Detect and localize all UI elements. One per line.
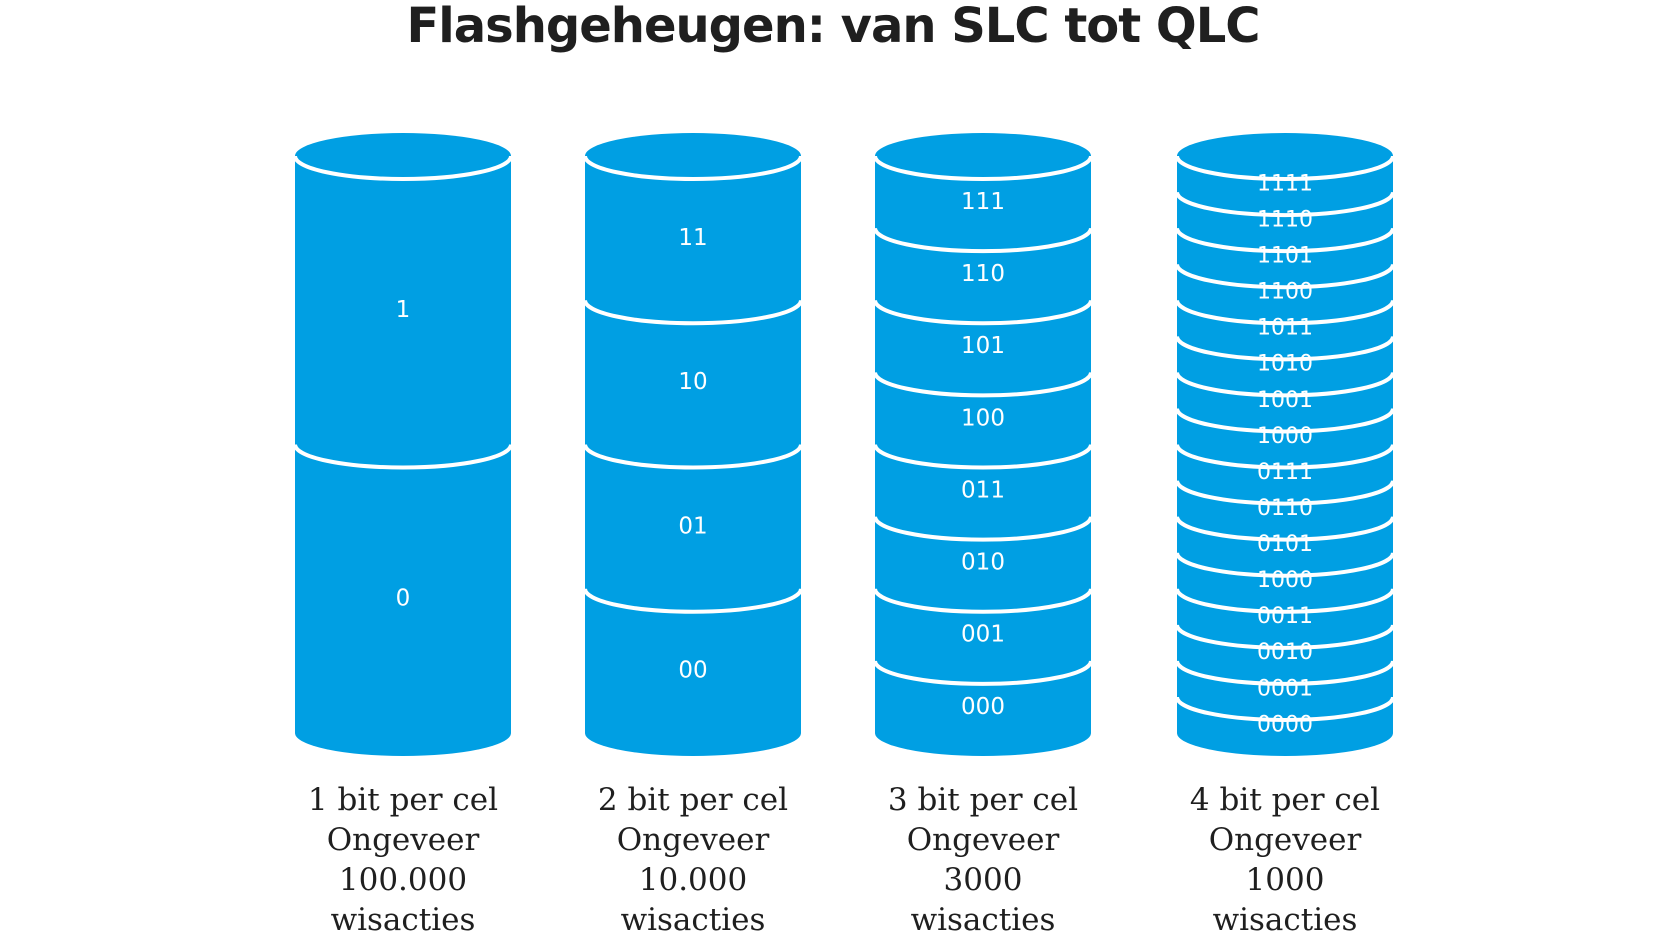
cylinder-body [875, 156, 1091, 756]
caption-mlc: 2 bit per cel Ongeveer 10.000 wisacties [563, 780, 823, 940]
level-label: 11 [678, 225, 707, 251]
level-label: 010 [961, 550, 1005, 576]
level-label: 1001 [1257, 388, 1313, 413]
caption-about: Ongeveer [326, 822, 480, 858]
level-label: 1011 [1257, 316, 1313, 341]
level-separator [583, 444, 803, 470]
level-separator [1175, 696, 1395, 722]
level-label: 1 [396, 297, 411, 323]
caption-erase-label: wisacties [330, 902, 476, 938]
caption-erase-label: wisacties [910, 902, 1056, 938]
level-label: 0010 [1257, 640, 1313, 665]
level-label: 000 [961, 694, 1005, 720]
level-separator [1175, 372, 1395, 398]
caption-tlc: 3 bit per cel Ongeveer 3000 wisacties [853, 780, 1113, 940]
level-separator [1175, 336, 1395, 362]
caption-about: Ongeveer [616, 822, 770, 858]
cell-cylinder-tlc: 111 110 101 100 011 010 001 000 [873, 133, 1093, 756]
level-label: 0111 [1257, 460, 1313, 485]
level-label: 0110 [1257, 496, 1313, 521]
level-label: 110 [961, 261, 1005, 287]
level-label: 1000 [1257, 424, 1313, 449]
cell-cylinder-slc: 10 [293, 133, 513, 756]
caption-bits: 1 bit per cel [307, 782, 499, 818]
caption-erase-count: 10.000 [638, 862, 748, 898]
level-separator [1175, 624, 1395, 650]
cylinder-top-rim [1175, 155, 1395, 181]
level-label: 1100 [1257, 280, 1313, 305]
level-separator [1175, 299, 1395, 326]
caption-erase-label: wisacties [1212, 902, 1358, 938]
level-label: 001 [961, 622, 1005, 648]
level-separator [873, 660, 1093, 686]
cylinder-top [295, 133, 511, 179]
caption-slc: 1 bit per cel Ongeveer 100.000 wisacties [273, 780, 533, 940]
caption-erase-count: 100.000 [338, 862, 468, 898]
caption-bits: 4 bit per cel [1189, 782, 1381, 818]
caption-erase-label: wisacties [620, 902, 766, 938]
level-separator [1175, 227, 1395, 254]
level-separator [1175, 444, 1395, 470]
level-label: 1101 [1257, 244, 1313, 269]
level-separator [583, 299, 803, 326]
cylinder-body [295, 156, 511, 756]
level-label: 101 [961, 333, 1005, 359]
caption-bits: 3 bit per cel [887, 782, 1079, 818]
level-label: 111 [961, 189, 1005, 215]
level-separator [873, 299, 1093, 326]
level-separator [1175, 660, 1395, 686]
cylinder-top-rim [873, 155, 1093, 181]
level-label: 1010 [1257, 352, 1313, 377]
caption-about: Ongeveer [906, 822, 1060, 858]
level-label: 01 [678, 513, 707, 539]
level-separator [1175, 408, 1395, 434]
level-label: 0011 [1257, 604, 1313, 629]
cell-cylinder-mlc: 11 10 01 00 [583, 133, 803, 756]
level-separator [1175, 588, 1395, 614]
cylinder-body [1177, 156, 1393, 756]
level-separator [1175, 263, 1395, 290]
cylinder-top [585, 133, 801, 179]
level-label: 100 [961, 405, 1005, 431]
level-separator [1175, 191, 1395, 218]
level-label: 10 [678, 369, 707, 395]
level-separator [1175, 552, 1395, 578]
level-label: 011 [961, 477, 1005, 503]
page-title: Flashgeheugen: van SLC tot QLC [406, 0, 1260, 54]
cylinder-body [585, 156, 801, 756]
level-label: 0101 [1257, 532, 1313, 557]
level-separator [1175, 480, 1395, 506]
level-separator [293, 444, 513, 470]
cylinder-top [875, 133, 1091, 179]
cylinder-top [1177, 133, 1393, 179]
caption-bits: 2 bit per cel [597, 782, 789, 818]
level-label: 1110 [1257, 207, 1313, 232]
level-label: 00 [678, 658, 707, 684]
cell-cylinder-qlc: 1111 1110 1101 1100 1011 1010 1001 1000 0111 0110… [1175, 133, 1395, 756]
caption-erase-count: 1000 [1245, 862, 1325, 898]
level-label: 0000 [1257, 712, 1313, 737]
level-separator [873, 444, 1093, 470]
level-label: 1000 [1257, 568, 1313, 593]
level-separator [873, 227, 1093, 254]
cylinder-top-rim [293, 155, 513, 181]
level-label: 0001 [1257, 676, 1313, 701]
level-label: 0 [396, 586, 411, 612]
caption-qlc: 4 bit per cel Ongeveer 1000 wisacties [1155, 780, 1415, 940]
caption-erase-count: 3000 [943, 862, 1023, 898]
cylinder-top-rim [583, 155, 803, 181]
caption-about: Ongeveer [1208, 822, 1362, 858]
level-separator [873, 516, 1093, 542]
level-separator [1175, 516, 1395, 542]
level-separator [873, 372, 1093, 398]
level-label: 1111 [1257, 171, 1313, 196]
level-separator [873, 588, 1093, 614]
level-separator [583, 588, 803, 614]
